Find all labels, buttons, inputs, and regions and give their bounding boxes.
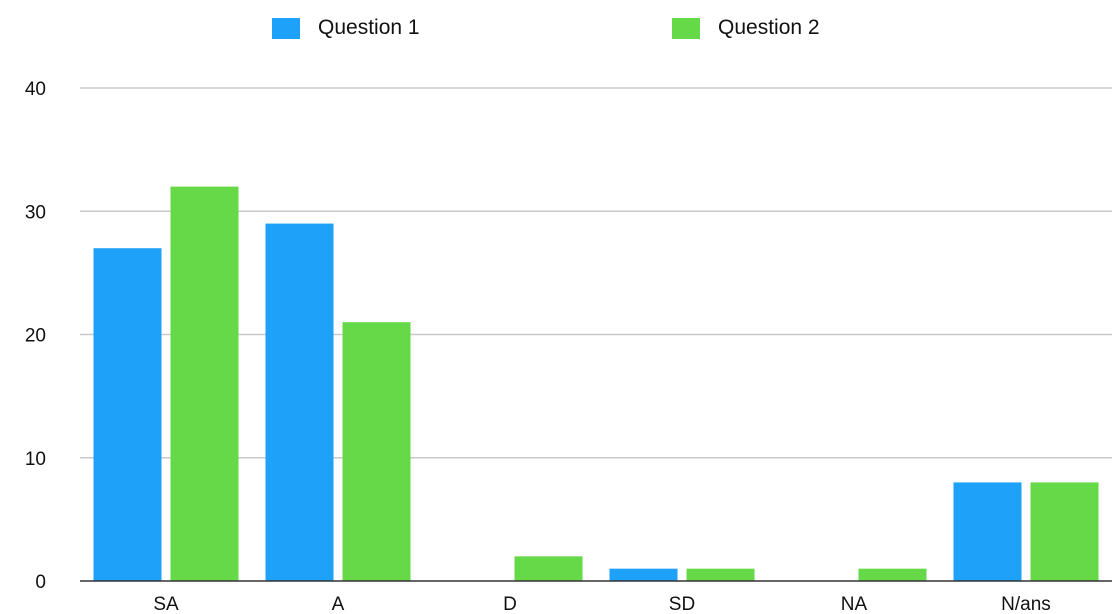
bar-2-0 bbox=[170, 186, 239, 581]
y-tick-label: 10 bbox=[25, 449, 46, 470]
x-tick-label: SD bbox=[669, 594, 695, 614]
bar-2-2 bbox=[514, 556, 583, 581]
legend-swatch-question-1 bbox=[272, 17, 300, 39]
legend-swatch-question-2 bbox=[672, 17, 700, 39]
bar-2-5 bbox=[1030, 482, 1099, 581]
bar-1-3 bbox=[609, 568, 678, 581]
y-tick-label: 30 bbox=[25, 202, 46, 223]
legend-item-question-1: Question 1 bbox=[272, 14, 420, 42]
bar-2-1 bbox=[342, 322, 411, 581]
x-tick-label: NA bbox=[841, 594, 868, 614]
x-axis-ticks: SA A D SD NA N/ans bbox=[153, 594, 1051, 614]
bar-2-3 bbox=[686, 568, 755, 581]
bar-1-5 bbox=[953, 482, 1022, 581]
bar-1-0 bbox=[93, 248, 162, 581]
x-tick-label: SA bbox=[153, 594, 179, 614]
y-tick-label: 40 bbox=[25, 79, 46, 100]
bar-1-1 bbox=[265, 223, 334, 581]
legend-label-question-2: Question 2 bbox=[718, 16, 820, 39]
y-tick-label: 20 bbox=[25, 326, 46, 347]
x-tick-label: A bbox=[332, 594, 345, 614]
x-tick-label: D bbox=[503, 594, 517, 614]
x-tick-label: N/ans bbox=[1001, 594, 1051, 614]
bars bbox=[93, 186, 1099, 581]
legend: Question 1 Question 2 bbox=[0, 14, 1116, 42]
legend-item-question-2: Question 2 bbox=[672, 14, 820, 42]
y-axis-ticks: 0 10 20 30 40 bbox=[25, 79, 46, 593]
gridlines bbox=[80, 87, 1112, 459]
legend-label-question-1: Question 1 bbox=[318, 16, 420, 39]
y-tick-label: 0 bbox=[35, 572, 46, 593]
bar-2-4 bbox=[858, 568, 927, 581]
